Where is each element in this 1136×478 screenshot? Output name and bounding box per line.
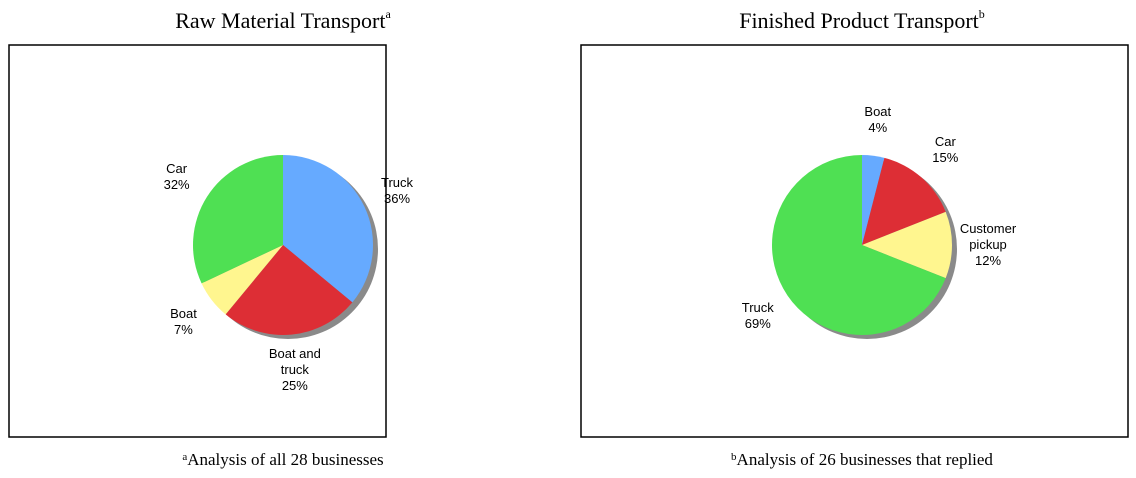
footnote-marker: b bbox=[731, 451, 737, 463]
slice-value: 15% bbox=[932, 150, 959, 166]
slice-label: Truck 36% bbox=[360, 175, 434, 207]
slice-value: 7% bbox=[174, 322, 193, 338]
title-text: Raw Material Transport bbox=[175, 8, 386, 33]
slice-label: Boat 4% bbox=[841, 104, 915, 136]
pie-slice bbox=[193, 155, 283, 284]
pie-slice bbox=[225, 245, 353, 335]
pie-slice bbox=[283, 155, 374, 303]
footnote-marker: a bbox=[182, 451, 188, 463]
pie-slice bbox=[201, 245, 283, 315]
slice-value: 4% bbox=[868, 119, 888, 135]
slice-name: Customer pickup bbox=[959, 221, 1017, 252]
title-note: a bbox=[385, 7, 391, 21]
pie-slice bbox=[771, 155, 946, 335]
slice-label: Boat and truck 25% bbox=[258, 346, 332, 394]
slice-name: Car bbox=[166, 161, 188, 177]
pie-slice bbox=[862, 155, 885, 245]
chart-title: Finished Product Transportb bbox=[739, 8, 985, 34]
footnote: bAnalysis of 26 businesses that replied bbox=[731, 450, 993, 470]
footnote-text: Analysis of 26 businesses that replied bbox=[736, 450, 993, 469]
slice-name: Boat bbox=[864, 103, 892, 119]
chart-title: Raw Material Transporta bbox=[175, 8, 391, 34]
slice-name: Boat and truck bbox=[268, 346, 321, 378]
title-text: Finished Product Transport bbox=[739, 8, 979, 33]
slice-label: Boat 7% bbox=[146, 306, 220, 338]
slice-label: Car 32% bbox=[140, 161, 214, 193]
footnote-text: Analysis of all 28 businesses bbox=[187, 450, 384, 469]
slice-label: Customer pickup 12% bbox=[951, 221, 1025, 269]
slice-name: Car bbox=[934, 134, 956, 150]
slice-value: 12% bbox=[974, 253, 1002, 268]
slice-value: 32% bbox=[163, 177, 190, 193]
slice-name: Truck bbox=[380, 175, 414, 191]
slice-value: 36% bbox=[383, 191, 411, 207]
slice-name: Boat bbox=[170, 306, 197, 322]
slice-label: Car 15% bbox=[908, 134, 982, 166]
pie-slice bbox=[862, 157, 946, 245]
footnote: aAnalysis of all 28 businesses bbox=[182, 450, 383, 470]
slice-value: 25% bbox=[281, 378, 308, 394]
title-note: b bbox=[978, 7, 985, 21]
slice-label: Truck 69% bbox=[721, 300, 795, 332]
slice-name: Truck bbox=[741, 299, 774, 315]
pie-slice bbox=[862, 211, 952, 279]
slice-value: 69% bbox=[744, 315, 771, 331]
